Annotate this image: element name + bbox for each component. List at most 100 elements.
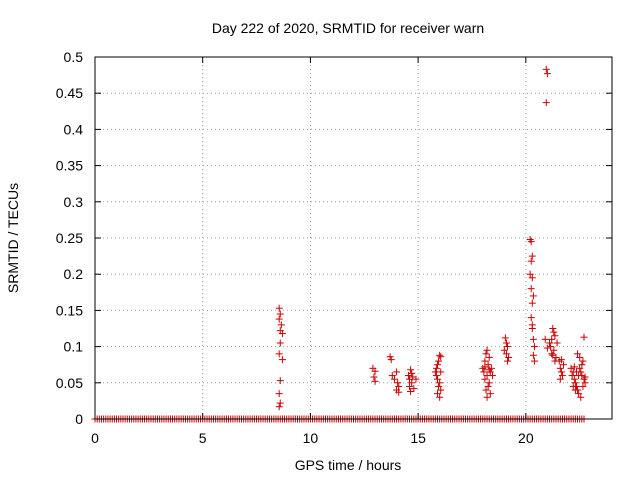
data-point (551, 332, 559, 340)
data-point (278, 330, 286, 338)
data-point (482, 386, 490, 394)
data-point (542, 99, 550, 107)
data-point (500, 346, 508, 354)
data-point (543, 344, 551, 352)
y-tick-label: 0.4 (64, 121, 84, 137)
data-point (481, 375, 489, 383)
data-point (432, 364, 440, 372)
data-point (553, 339, 561, 347)
chart-title: Day 222 of 2020, SRMTID for receiver war… (212, 20, 484, 36)
data-point (394, 379, 402, 387)
data-point (408, 379, 416, 387)
y-tick-label: 0.5 (64, 49, 84, 65)
data-point (546, 339, 554, 347)
data-point (529, 351, 537, 359)
data-point (480, 368, 488, 376)
y-tick-label: 0.35 (56, 158, 83, 174)
data-point (527, 285, 535, 293)
data-point (276, 377, 284, 385)
data-point (275, 403, 283, 411)
data-point (407, 366, 415, 374)
data-point (526, 270, 534, 278)
data-point (501, 334, 509, 342)
data-point (557, 356, 565, 364)
data-point (485, 379, 493, 387)
data-point (576, 364, 584, 372)
data-point (276, 399, 284, 407)
data-point (571, 386, 579, 394)
data-point (556, 364, 564, 372)
data-point (527, 314, 535, 322)
y-tick-label: 0.05 (56, 375, 83, 391)
grid (95, 57, 612, 419)
x-tick-label: 20 (518, 430, 534, 446)
data-point (434, 390, 442, 398)
data-point (558, 372, 566, 380)
data-point (412, 375, 420, 383)
data-point (406, 382, 414, 390)
data-point (275, 304, 283, 312)
data-point (481, 363, 489, 371)
data-point (505, 353, 513, 361)
data-point (548, 350, 556, 358)
data-point (278, 356, 286, 364)
data-point (572, 368, 580, 376)
data-point (485, 366, 493, 374)
x-axis-label: GPS time / hours (295, 457, 402, 473)
data-point (528, 274, 536, 282)
y-tick-label: 0.3 (64, 194, 84, 210)
data-point (576, 353, 584, 361)
data-point (547, 343, 555, 351)
data-point (557, 368, 565, 376)
data-point (484, 382, 492, 390)
data-point (577, 393, 585, 401)
data-point (504, 357, 512, 365)
data-point (541, 335, 549, 343)
data-point (434, 375, 442, 383)
data-point (569, 382, 577, 390)
x-tick-label: 15 (410, 430, 426, 446)
data-point (502, 339, 510, 347)
y-axis-label: SRMTID / TECUs (5, 183, 21, 293)
data-point (437, 386, 445, 394)
data-point (528, 299, 536, 307)
data-point (528, 321, 536, 329)
data-point (568, 372, 576, 380)
data-point (550, 346, 558, 354)
data-point (488, 372, 496, 380)
data-point (570, 375, 578, 383)
data-point (486, 390, 494, 398)
data-point (560, 361, 568, 369)
data-point (483, 393, 491, 401)
data-point (482, 350, 490, 358)
data-point (529, 335, 537, 343)
data-point (275, 315, 283, 323)
data-point (434, 361, 442, 369)
data-point (386, 353, 394, 361)
data-point (556, 375, 564, 383)
data-point (574, 350, 582, 358)
data-point (432, 372, 440, 380)
data-point (542, 65, 550, 73)
data-point (579, 357, 587, 365)
data-point (370, 373, 378, 381)
data-point (548, 335, 556, 343)
data-point (388, 372, 396, 380)
data-point (371, 367, 379, 375)
data-point (275, 350, 283, 358)
data-point (543, 70, 551, 78)
y-tick-label: 0.25 (56, 230, 83, 246)
y-tick-label: 0.2 (64, 266, 84, 282)
data-point (276, 339, 284, 347)
data-point (530, 357, 538, 365)
data-point (276, 310, 284, 318)
data-point (527, 257, 535, 265)
data-point (435, 357, 443, 365)
data-point (504, 343, 512, 351)
data-point (485, 353, 493, 361)
plot-border (94, 56, 613, 420)
data-point (436, 393, 444, 401)
data-point (570, 363, 578, 371)
data-point (527, 238, 535, 246)
